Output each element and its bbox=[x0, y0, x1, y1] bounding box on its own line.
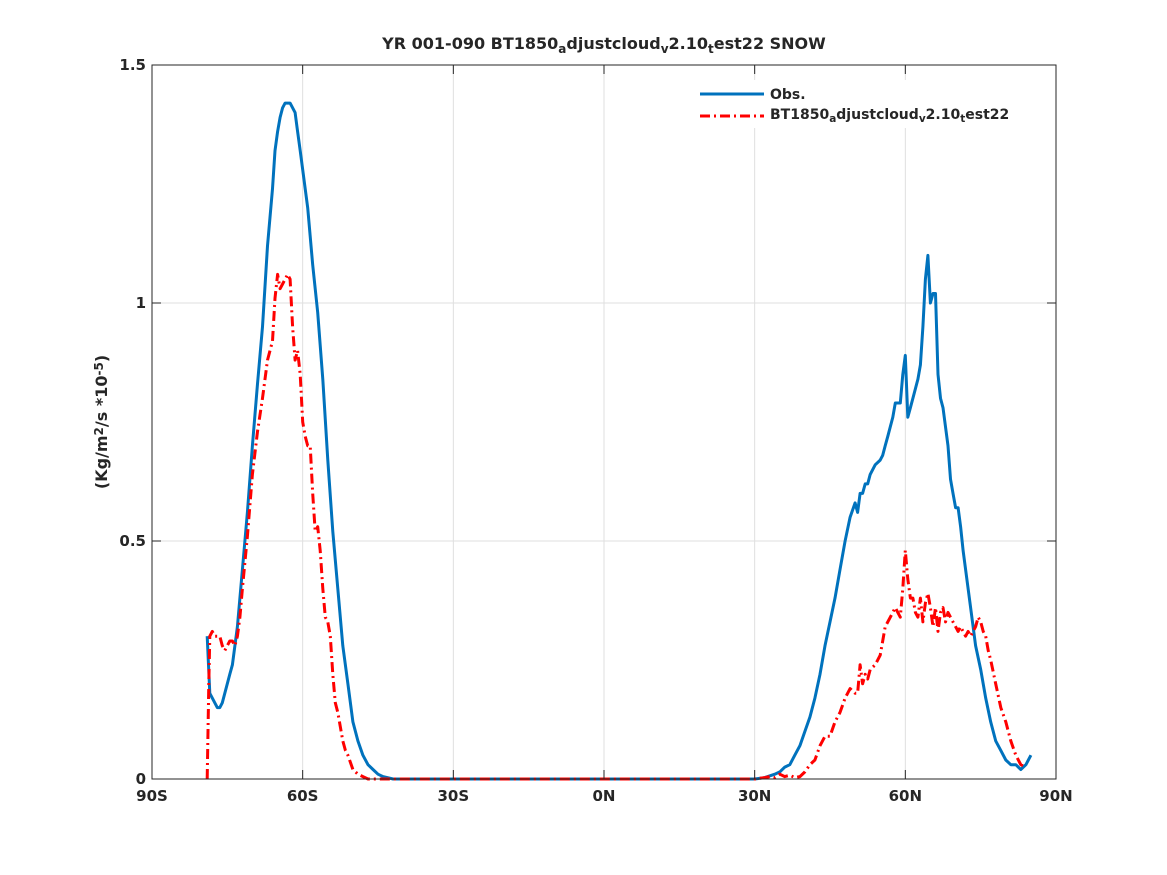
series-line-model bbox=[205, 272, 1027, 781]
y-tick-label: 1 bbox=[136, 294, 146, 312]
y-tick-label: 0.5 bbox=[119, 532, 146, 550]
grid-lines bbox=[152, 65, 1056, 779]
legend: Obs. BT1850adjustcloudv2.10test22 bbox=[690, 80, 1042, 128]
y-tick-labels: 0 0.5 1 1.5 bbox=[119, 56, 146, 788]
legend-label-model: BT1850adjustcloudv2.10test22 bbox=[770, 107, 1009, 125]
axis-ticks bbox=[151, 64, 1057, 780]
y-axis-label: (Kg/m2/s *10-5) bbox=[92, 355, 111, 489]
x-tick-label: 30N bbox=[738, 787, 771, 805]
legend-label-obs: Obs. bbox=[770, 87, 806, 103]
y-tick-label: 0 bbox=[136, 770, 146, 788]
x-tick-label: 90N bbox=[1039, 787, 1072, 805]
x-tick-label: 60N bbox=[889, 787, 922, 805]
x-tick-label: 0N bbox=[593, 787, 616, 805]
legend-box bbox=[690, 80, 1042, 128]
series-lines bbox=[205, 101, 1033, 781]
x-tick-label: 60S bbox=[287, 787, 319, 805]
series-line-obs bbox=[205, 101, 1033, 781]
x-tick-labels: 90S 60S 30S 0N 30N 60N 90N bbox=[136, 787, 1073, 805]
x-tick-label: 30S bbox=[437, 787, 469, 805]
chart-title: YR 001-090 BT1850adjustcloudv2.10test22 … bbox=[381, 34, 826, 56]
x-tick-label: 90S bbox=[136, 787, 168, 805]
y-tick-label: 1.5 bbox=[119, 56, 146, 74]
